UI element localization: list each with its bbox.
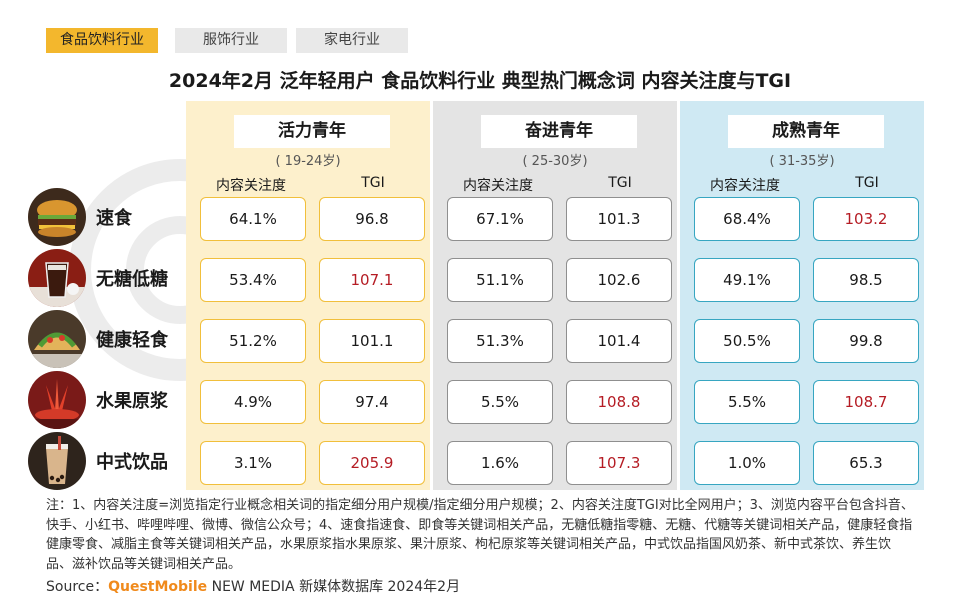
attention-cell: 1.0% — [694, 441, 800, 485]
tgi-cell: 65.3 — [813, 441, 919, 485]
row-label-text: 速食 — [96, 208, 132, 229]
cola-drink-icon — [28, 249, 86, 307]
burger-icon — [28, 188, 86, 246]
row-label-chinese-drinks: 中式饮品 — [28, 432, 168, 490]
segment-name: 活力青年 — [234, 115, 390, 148]
segment-age: ( 31-35岁) — [769, 154, 835, 169]
fruit-juice-icon — [28, 371, 86, 429]
tgi-cell: 108.8 — [566, 380, 672, 424]
tgi-cell: 205.9 — [319, 441, 425, 485]
tab-food-beverage[interactable]: 食品饮料行业 — [46, 28, 158, 53]
attention-cell: 3.1% — [200, 441, 306, 485]
row-label-text: 健康轻食 — [96, 330, 168, 351]
row-label-sugar-free: 无糖低糖 — [28, 249, 168, 307]
attention-cell: 51.2% — [200, 319, 306, 363]
tab-apparel[interactable]: 服饰行业 — [175, 28, 287, 53]
segment-panel-vital-youth: 活力青年 ( 19-24岁) 内容关注度 TGI 64.1% 96.8 53.4% 1… — [186, 101, 430, 490]
row-label-fast-food: 速食 — [28, 188, 132, 246]
attention-cell: 51.3% — [447, 319, 553, 363]
segment-name: 奋进青年 — [481, 115, 637, 148]
row-label-text: 无糖低糖 — [96, 269, 168, 290]
source-suffix: NEW MEDIA 新媒体数据库 2024年2月 — [207, 579, 461, 595]
tgi-cell: 103.2 — [813, 197, 919, 241]
segment-age: ( 25-30岁) — [522, 154, 588, 169]
column-header-attention: 内容关注度 — [710, 178, 780, 194]
source-line: Source：QuestMobile NEW MEDIA 新媒体数据库 2024… — [46, 576, 460, 596]
tgi-cell: 107.1 — [319, 258, 425, 302]
milk-tea-icon — [28, 432, 86, 490]
row-label-text: 中式饮品 — [96, 452, 168, 473]
attention-cell: 64.1% — [200, 197, 306, 241]
attention-cell: 5.5% — [694, 380, 800, 424]
tgi-cell: 102.6 — [566, 258, 672, 302]
attention-cell: 51.1% — [447, 258, 553, 302]
page-title: 2024年2月 泛年轻用户 食品饮料行业 典型热门概念词 内容关注度与TGI — [168, 70, 792, 92]
segment-panel-mature-youth: 成熟青年 ( 31-35岁) 内容关注度 TGI 68.4% 103.2 49.1%… — [680, 101, 924, 490]
attention-cell: 53.4% — [200, 258, 306, 302]
taco-icon — [28, 310, 86, 368]
column-header-attention: 内容关注度 — [216, 178, 286, 194]
attention-cell: 49.1% — [694, 258, 800, 302]
tgi-cell: 96.8 — [319, 197, 425, 241]
attention-cell: 1.6% — [447, 441, 553, 485]
row-label-healthy-light-meal: 健康轻食 — [28, 310, 168, 368]
source-prefix: Source： — [46, 579, 109, 595]
attention-cell: 5.5% — [447, 380, 553, 424]
attention-cell: 50.5% — [694, 319, 800, 363]
column-header-attention: 内容关注度 — [463, 178, 533, 194]
column-header-tgi: TGI — [855, 175, 879, 191]
tgi-cell: 97.4 — [319, 380, 425, 424]
attention-cell: 4.9% — [200, 380, 306, 424]
row-label-fruit-puree: 水果原浆 — [28, 371, 168, 429]
column-header-tgi: TGI — [361, 175, 385, 191]
tgi-cell: 98.5 — [813, 258, 919, 302]
tgi-cell: 101.3 — [566, 197, 672, 241]
footnotes: 注：1、内容关注度=浏览指定行业概念相关词的指定细分用户规模/指定细分用户规模；… — [46, 498, 914, 572]
column-header-tgi: TGI — [608, 175, 632, 191]
tgi-cell: 101.1 — [319, 319, 425, 363]
questmobile-logo-text: QuestMobile — [108, 579, 208, 595]
tgi-cell: 99.8 — [813, 319, 919, 363]
attention-cell: 68.4% — [694, 197, 800, 241]
tgi-cell: 107.3 — [566, 441, 672, 485]
tab-appliances[interactable]: 家电行业 — [296, 28, 408, 53]
segment-panel-striving-youth: 奋进青年 ( 25-30岁) 内容关注度 TGI 67.1% 101.3 51.1%… — [433, 101, 677, 490]
tgi-cell: 108.7 — [813, 380, 919, 424]
attention-cell: 67.1% — [447, 197, 553, 241]
segment-age: ( 19-24岁) — [275, 154, 341, 169]
segment-name: 成熟青年 — [728, 115, 884, 148]
row-label-text: 水果原浆 — [96, 391, 168, 412]
tgi-cell: 101.4 — [566, 319, 672, 363]
